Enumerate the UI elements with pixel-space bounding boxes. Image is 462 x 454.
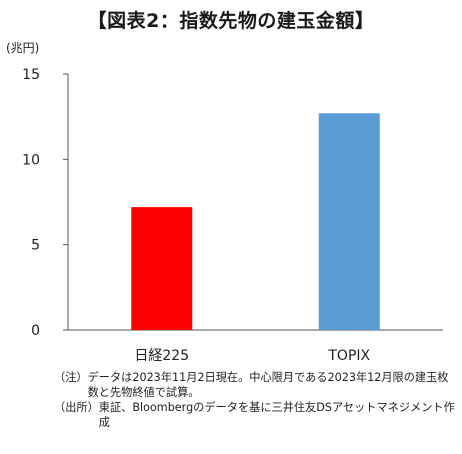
x-category-label: 日経225 <box>134 348 189 364</box>
y-axis-unit-label: (兆円) <box>6 41 39 55</box>
y-tick-label: 5 <box>31 238 40 254</box>
footnotes: （注） データは2023年11月2日現在。中心限月である2023年12月限の建玉… <box>54 370 459 430</box>
y-tick-label: 10 <box>22 152 40 168</box>
bars <box>131 113 380 331</box>
y-axis-ticks: 0 5 10 15 <box>22 67 68 339</box>
source-text: 東証、Bloombergのデータを基に三井住友DSアセットマネジメント作成 <box>98 401 455 429</box>
x-axis-labels: 日経225 TOPIX <box>134 348 370 364</box>
note-text: データは2023年11月2日現在。中心限月である2023年12月限の建玉枚数と先… <box>87 371 449 399</box>
source-row: （出所） 東証、Bloombergのデータを基に三井住友DSアセットマネジメント… <box>54 400 459 430</box>
note-row: （注） データは2023年11月2日現在。中心限月である2023年12月限の建玉… <box>54 370 459 400</box>
bar-topix <box>318 113 380 331</box>
y-tick-label: 0 <box>31 323 40 339</box>
x-category-label: TOPIX <box>327 348 370 364</box>
source-key: （出所） <box>54 401 99 414</box>
bar-chart: (兆円) 0 5 10 15 日経225 TOPIX <box>6 41 443 364</box>
chart-title: 【図表2：指数先物の建玉金額】 <box>87 10 375 32</box>
y-tick-label: 15 <box>22 67 40 83</box>
note-key: （注） <box>54 371 88 384</box>
bar-nikkei225 <box>131 207 193 330</box>
